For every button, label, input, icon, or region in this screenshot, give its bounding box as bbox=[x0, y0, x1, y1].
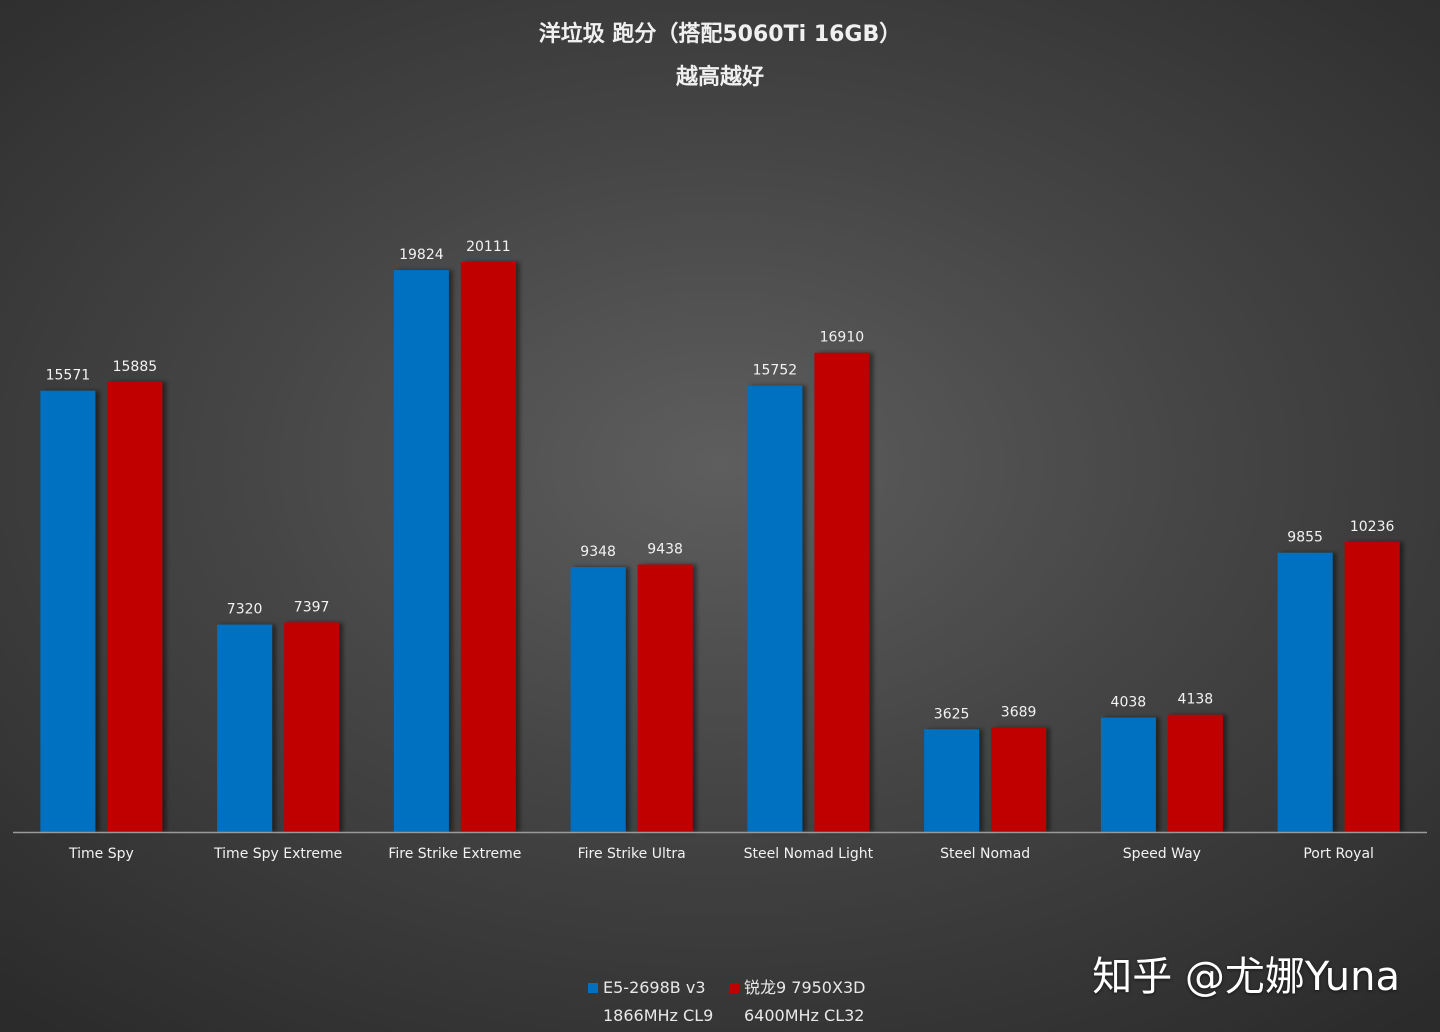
x-tick-label-1: Time Spy bbox=[68, 846, 134, 862]
legend-swatch-red bbox=[729, 983, 739, 993]
x-tick-label-3: Fire Strike Extreme bbox=[388, 846, 521, 862]
bar-1-4 bbox=[570, 567, 626, 832]
x-tick-label-2: Time Spy Extreme bbox=[213, 846, 342, 862]
bar-1-1 bbox=[40, 390, 96, 832]
legend-item-series-2: 锐龙9 7950X3D 6400MHz CL32 bbox=[729, 974, 865, 1030]
x-tick-label-7: Speed Way bbox=[1123, 846, 1201, 862]
bar-1-8 bbox=[1277, 552, 1333, 832]
data-label-2-6: 3689 bbox=[1001, 704, 1037, 720]
data-label-1-5: 15752 bbox=[753, 363, 798, 379]
bar-1-5 bbox=[747, 385, 803, 832]
data-label-1-4: 9348 bbox=[580, 544, 616, 560]
legend-item-series-1: E5-2698B v3 1866MHz CL9 bbox=[588, 974, 713, 1030]
bar-2-1 bbox=[107, 381, 163, 832]
data-label-2-4: 9438 bbox=[647, 542, 683, 558]
data-label-2-8: 10236 bbox=[1350, 519, 1395, 535]
chart-title: 洋垃圾 跑分（搭配5060Ti 16GB） bbox=[538, 22, 902, 47]
bar-2-8 bbox=[1344, 541, 1400, 832]
bar-2-4 bbox=[637, 564, 693, 832]
bar-2-6 bbox=[991, 727, 1047, 832]
data-label-1-1: 15571 bbox=[46, 368, 91, 384]
data-label-1-8: 9855 bbox=[1287, 530, 1323, 546]
bar-2-5 bbox=[814, 352, 870, 832]
data-label-1-6: 3625 bbox=[934, 706, 970, 722]
x-tick-label-5: Steel Nomad Light bbox=[744, 846, 874, 862]
bar-1-6 bbox=[924, 729, 980, 832]
legend-swatch-blue bbox=[588, 983, 598, 993]
chart-subtitle: 越高越好 bbox=[675, 65, 764, 90]
bar-1-7 bbox=[1100, 717, 1156, 832]
x-tick-label-6: Steel Nomad bbox=[940, 846, 1030, 862]
bar-1-2 bbox=[217, 624, 273, 832]
data-label-1-7: 4038 bbox=[1111, 695, 1147, 711]
data-label-1-3: 19824 bbox=[399, 247, 444, 263]
bar-1-3 bbox=[393, 270, 449, 832]
bar-2-3 bbox=[460, 262, 516, 832]
data-label-2-7: 4138 bbox=[1178, 692, 1214, 708]
bar-2-2 bbox=[284, 622, 340, 832]
legend-series-1-name: E5-2698B v3 bbox=[603, 978, 706, 997]
data-label-2-5: 16910 bbox=[820, 330, 865, 346]
legend-series-1-detail: 1866MHz CL9 bbox=[603, 1006, 714, 1025]
watermark: 知乎 @尤娜Yuna bbox=[1092, 954, 1400, 1000]
x-tick-label-4: Fire Strike Ultra bbox=[578, 846, 686, 862]
bar-2-7 bbox=[1167, 714, 1223, 832]
legend-series-2-name: 锐龙9 7950X3D bbox=[744, 978, 866, 997]
data-label-1-2: 7320 bbox=[227, 602, 263, 618]
data-label-2-3: 20111 bbox=[466, 239, 511, 255]
data-label-2-1: 15885 bbox=[113, 359, 158, 375]
x-tick-label-8: Port Royal bbox=[1303, 846, 1374, 862]
legend-series-2-detail: 6400MHz CL32 bbox=[744, 1006, 865, 1025]
data-label-2-2: 7397 bbox=[294, 599, 330, 615]
